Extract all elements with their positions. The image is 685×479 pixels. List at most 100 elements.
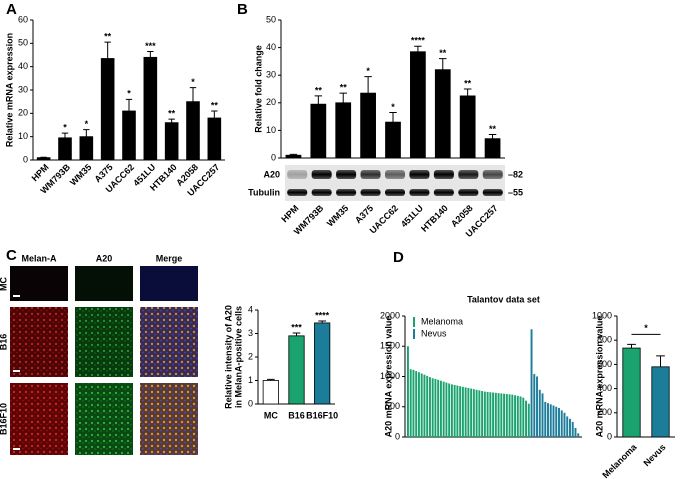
blot-band xyxy=(311,189,332,196)
blot-band xyxy=(385,189,405,196)
bar xyxy=(407,346,409,437)
bar xyxy=(461,386,464,437)
bar xyxy=(511,394,514,437)
column-label: A20 xyxy=(96,253,113,263)
bar xyxy=(505,394,508,437)
significance: ** xyxy=(168,109,176,119)
bar xyxy=(314,322,331,405)
bar xyxy=(533,374,536,437)
y-tick-label: 20 xyxy=(266,97,276,107)
y-axis-label: Relative intensity of A20 xyxy=(223,305,233,409)
bar xyxy=(385,121,401,159)
bar xyxy=(448,383,451,437)
bar xyxy=(409,369,412,437)
bar xyxy=(566,416,569,437)
bar xyxy=(536,376,538,437)
bar xyxy=(577,433,580,437)
bar xyxy=(558,407,560,437)
blot-band xyxy=(409,189,430,196)
bar xyxy=(459,386,462,437)
y-tick-label: 1000 xyxy=(380,371,400,381)
y-tick-label: 10 xyxy=(18,131,28,141)
bar xyxy=(555,406,558,437)
y-axis-label: in MelanA-positive cells xyxy=(233,306,243,408)
blot-band xyxy=(336,189,357,196)
significance: ** xyxy=(211,100,219,110)
blot-band xyxy=(433,170,454,179)
blot-band xyxy=(482,189,503,196)
blot-row-label: A20 xyxy=(263,169,280,179)
bar xyxy=(549,404,552,437)
blot-band xyxy=(336,170,357,179)
bar xyxy=(467,387,470,437)
bar xyxy=(445,382,448,437)
bar xyxy=(450,384,453,437)
panel-label: C xyxy=(6,247,17,264)
bar xyxy=(472,389,475,437)
bar xyxy=(622,347,641,438)
micrographs xyxy=(10,266,198,455)
bar xyxy=(439,380,442,437)
blot-bands xyxy=(287,170,503,196)
error-bar xyxy=(61,132,69,138)
significance: * xyxy=(85,119,89,129)
chart-title: Talantov data set xyxy=(467,294,540,304)
row-label: B16F10 xyxy=(0,403,8,435)
significance: ** xyxy=(315,85,323,95)
bar xyxy=(489,392,492,437)
bar xyxy=(481,391,484,437)
y-axis-label: Relative fold change xyxy=(253,45,263,133)
bar xyxy=(563,412,566,437)
y-tick-label: 1500 xyxy=(380,341,400,351)
x-tick-label: WM35 xyxy=(325,203,350,228)
bar xyxy=(503,393,506,437)
error-bar xyxy=(266,378,275,381)
error-bar xyxy=(339,92,347,103)
y-axis-label: A20 mRNA expression value xyxy=(383,316,393,438)
panel-label: D xyxy=(393,249,404,266)
significance: * xyxy=(391,102,395,112)
blot-band xyxy=(360,189,381,196)
bar xyxy=(79,136,94,161)
bar xyxy=(484,138,501,159)
y-tick-label: 1 xyxy=(248,375,253,385)
significance: * xyxy=(127,89,131,99)
blot-marker: –55 xyxy=(508,187,523,197)
bar xyxy=(426,375,429,437)
error-bar xyxy=(168,118,175,123)
error-bar xyxy=(414,45,422,52)
error-bar xyxy=(656,355,665,367)
bar xyxy=(58,137,72,161)
y-tick-label: 600 xyxy=(597,359,612,369)
blot-band xyxy=(385,170,405,179)
y-tick-label: 500 xyxy=(385,401,400,411)
bar xyxy=(437,379,440,437)
y-tick-label: 1000 xyxy=(592,310,612,320)
significance: ** xyxy=(104,32,112,42)
blot-band xyxy=(287,189,308,196)
column-label: Merge xyxy=(156,253,183,263)
blot-band xyxy=(433,189,454,196)
bar xyxy=(470,388,473,437)
y-tick-label: 50 xyxy=(18,38,28,48)
bar xyxy=(464,387,467,437)
y-tick-label: 0 xyxy=(271,152,276,162)
bar xyxy=(423,374,426,437)
y-tick-label: 2000 xyxy=(380,310,400,320)
bar xyxy=(335,102,352,159)
bar xyxy=(288,335,305,405)
bar xyxy=(434,378,437,437)
bar xyxy=(525,400,528,437)
bar xyxy=(522,397,525,437)
y-tick-label: 30 xyxy=(18,84,28,94)
x-tick-label: Nevus xyxy=(641,442,667,468)
bar xyxy=(574,427,577,437)
bar xyxy=(143,56,158,161)
row-label: MC xyxy=(0,277,8,291)
blot-marker: –82 xyxy=(508,169,523,179)
significance: **** xyxy=(315,310,330,320)
error-bar xyxy=(125,98,133,111)
significance: **** xyxy=(411,36,426,46)
blot-band xyxy=(482,170,503,179)
bar xyxy=(415,371,418,437)
